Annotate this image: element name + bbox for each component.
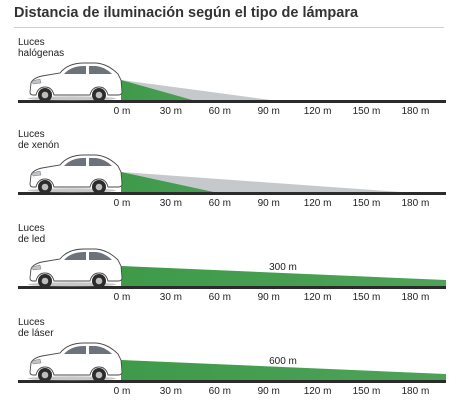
front-wheel-hub [41,371,49,379]
light-beam [121,80,193,100]
lamp-type-label: Luces [18,129,45,140]
distance-value-label: 600 m [269,356,297,367]
road-line [18,380,446,383]
headlight-shape [31,170,42,177]
x-tick-label: 90 m [258,198,280,209]
chart-title: Distancia de iluminación según el tipo d… [14,5,359,21]
rear-wheel-hub [95,277,103,285]
lamp-type-label: de láser [18,328,54,339]
x-tick-label: 180 m [402,386,430,397]
x-tick-label: 30 m [160,292,182,303]
car-window-front [64,158,86,166]
x-tick-label: 120 m [304,386,332,397]
title-divider [14,27,444,28]
x-tick-label: 60 m [209,198,231,209]
front-wheel-hub [41,277,49,285]
rear-wheel-hub [95,91,103,99]
x-tick-label: 0 m [114,386,131,397]
light-spill-beam [121,172,402,192]
front-wheel-hub [41,91,49,99]
rear-wheel-hub [95,183,103,191]
lamp-type-label: halógenas [18,48,64,59]
car-icon [28,248,123,288]
x-tick-label: 30 m [160,106,182,117]
car-window-rear [89,252,112,260]
x-tick-label: 0 m [114,198,131,209]
lamp-type-label: de xenón [18,140,59,151]
lamp-type-label: de led [18,234,45,245]
x-tick-label: 90 m [258,386,280,397]
light-beam [121,266,446,286]
headlight-shape [31,264,42,271]
car-window-rear [89,346,112,354]
lamp-type-label: Luces [18,37,45,48]
x-tick-label: 0 m [114,106,131,117]
lamp-type-label: Luces [18,223,45,234]
x-tick-label: 120 m [304,292,332,303]
car-window-front [64,346,86,354]
x-tick-label: 90 m [258,106,280,117]
light-beam [121,360,446,380]
distance-value-label: 300 m [269,262,297,273]
x-tick-label: 150 m [353,386,381,397]
x-tick-label: 0 m [114,292,131,303]
x-tick-label: 180 m [402,292,430,303]
car-icon [28,62,123,102]
road-line [18,100,446,103]
x-tick-label: 30 m [160,386,182,397]
car-icon [28,342,123,382]
car-window-front [64,252,86,260]
x-tick-label: 150 m [353,106,381,117]
lamp-type-label: Luces [18,317,45,328]
x-tick-label: 150 m [353,292,381,303]
x-tick-label: 30 m [160,198,182,209]
x-tick-label: 60 m [209,386,231,397]
car-window-rear [89,158,112,166]
car-window-rear [89,66,112,74]
headlight-shape [31,358,42,365]
x-tick-label: 180 m [402,198,430,209]
rear-wheel-hub [95,371,103,379]
x-tick-label: 90 m [258,292,280,303]
x-tick-label: 60 m [209,106,231,117]
front-wheel-hub [41,183,49,191]
x-tick-label: 120 m [304,106,332,117]
light-beam [121,172,214,192]
x-tick-label: 180 m [402,106,430,117]
x-tick-label: 120 m [304,198,332,209]
road-line [18,286,446,289]
headlight-shape [31,78,42,85]
x-tick-label: 60 m [209,292,231,303]
car-window-front [64,66,86,74]
x-tick-label: 150 m [353,198,381,209]
car-icon [28,154,123,194]
road-line [18,192,446,195]
